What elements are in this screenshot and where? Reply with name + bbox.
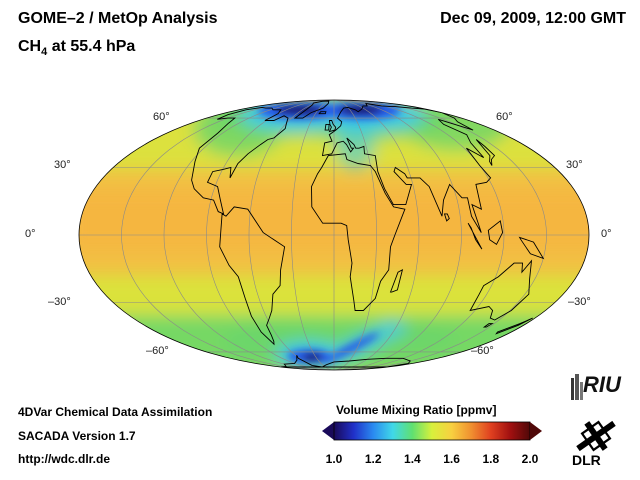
species-formula: CH xyxy=(18,38,42,55)
meridian-line xyxy=(333,100,420,370)
lat-label-left-60: 60° xyxy=(153,111,170,123)
coast-madagascar xyxy=(389,269,404,293)
colorbar-tick-label: 1.2 xyxy=(364,452,382,466)
lat-label-right-minus30: –30° xyxy=(568,296,591,308)
field-south-dark-1 xyxy=(302,353,323,362)
riu-logo-text: RIU xyxy=(583,372,621,397)
footer-url[interactable]: http://wdc.dlr.de xyxy=(18,452,110,466)
field-south-cyan-3 xyxy=(379,322,408,335)
lat-label-right-minus60: –60° xyxy=(471,345,494,357)
coast-antarctica xyxy=(280,355,411,368)
meridian-line xyxy=(333,100,505,370)
lat-label-right-0: 0° xyxy=(601,228,612,240)
dlr-logo-text: DLR xyxy=(572,452,601,468)
coast-japan xyxy=(475,139,496,166)
colorbar-tick-label: 2.0 xyxy=(521,452,539,466)
map-title: GOME–2 / MetOp Analysis xyxy=(18,10,218,27)
species-label: CH4 at 55.4 hPa xyxy=(18,38,135,58)
coast-greenland xyxy=(293,100,330,119)
coast-britain xyxy=(328,120,337,133)
coast-africa xyxy=(311,153,406,311)
field-tropics-band xyxy=(79,190,589,250)
colorbar-tick-label: 1.6 xyxy=(443,452,460,466)
footer-line2: SACADA Version 1.7 xyxy=(18,429,136,443)
coast-iceland xyxy=(318,111,327,115)
field-south-blue-2 xyxy=(322,332,380,364)
coast-new-guinea xyxy=(518,236,545,260)
coast-ireland xyxy=(324,123,330,131)
species-subscript: 4 xyxy=(41,46,48,59)
coast-australia xyxy=(469,259,533,321)
meridian-line xyxy=(333,100,547,370)
datetime-label: Dec 09, 2009, 12:00 GMT xyxy=(440,10,626,27)
coast-eurasia xyxy=(321,102,492,233)
meridian-line xyxy=(248,100,335,370)
dlr-logo: DLR xyxy=(562,414,632,476)
footer-line1: 4DVar Chemical Data Assimilation xyxy=(18,405,213,419)
lat-label-left-minus60: –60° xyxy=(146,345,169,357)
riu-logo: RIU xyxy=(567,370,631,404)
meridian-line xyxy=(291,100,335,370)
meridian-line xyxy=(333,100,462,370)
colorbar-under-arrow xyxy=(322,422,334,440)
colorbar-gradient xyxy=(333,421,531,441)
coast-south-america xyxy=(219,206,286,346)
colorbar-tick-label: 1.0 xyxy=(325,452,343,466)
lat-label-left-minus30: –30° xyxy=(48,296,71,308)
colorbar xyxy=(322,421,542,441)
lat-label-right-30: 30° xyxy=(566,159,583,171)
meridian-line xyxy=(333,100,377,370)
dlr-logo-graphic xyxy=(576,420,616,452)
coastlines xyxy=(191,100,545,368)
colorbar-tick-label: 1.4 xyxy=(404,452,421,466)
coast-tasmania xyxy=(482,323,494,328)
field-layer xyxy=(79,100,589,370)
colorbar-title: Volume Mixing Ratio [ppmv] xyxy=(336,403,497,417)
coast-sumatra xyxy=(467,222,483,250)
coast-north-america xyxy=(191,106,289,215)
colorbar-over-arrow xyxy=(530,422,542,440)
lat-label-left-30: 30° xyxy=(54,159,71,171)
lat-label-right-60: 60° xyxy=(496,111,513,123)
meridian-line xyxy=(163,100,335,370)
coast-sri-lanka xyxy=(443,213,450,222)
coast-new-zealand xyxy=(495,317,533,335)
map-outline xyxy=(78,99,590,371)
lat-label-left-0: 0° xyxy=(25,228,36,240)
coast-borneo xyxy=(487,220,504,246)
colorbar-tick-label: 1.8 xyxy=(482,452,500,466)
pressure-level: at 55.4 hPa xyxy=(51,38,136,55)
riu-logo-graphic xyxy=(571,374,583,400)
field-north-cyan-3 xyxy=(335,119,376,170)
